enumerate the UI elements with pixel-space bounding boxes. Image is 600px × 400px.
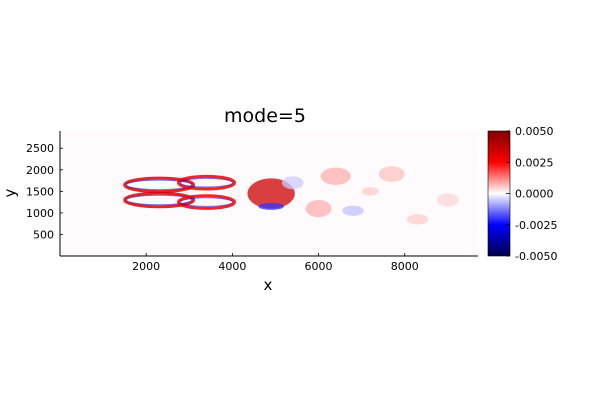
feature-upper-lobe-1 bbox=[123, 176, 196, 194]
feature-wake-4 bbox=[406, 214, 429, 225]
y-tick-label: 2000 bbox=[26, 164, 54, 177]
y-axis-title: y bbox=[1, 188, 19, 197]
feature-wake-2 bbox=[305, 199, 332, 218]
x-tick-label: 4000 bbox=[218, 260, 246, 273]
colorbar-tick-label: -0.0050 bbox=[515, 250, 557, 263]
x-ticks: 2000 4000 6000 8000 bbox=[132, 253, 419, 273]
colorbar-tick-label: 0.0000 bbox=[515, 188, 554, 201]
y-tick-label: 500 bbox=[33, 228, 54, 241]
feature-upper-lobe-2-edge bbox=[180, 177, 234, 188]
feature-upper-lobe-2 bbox=[177, 174, 237, 191]
x-axis-title: x bbox=[264, 276, 273, 294]
feature-wake-3 bbox=[378, 166, 405, 182]
x-tick-label: 2000 bbox=[132, 260, 160, 273]
feature-wake-neg-2 bbox=[281, 176, 304, 190]
colorbar-tick-label: 0.0025 bbox=[515, 156, 554, 169]
feature-lower-lobe-2-edge bbox=[180, 197, 234, 207]
y-ticks: 500 1000 1500 2000 2500 bbox=[26, 142, 63, 241]
colorbar-ticks: 0.0050 0.0025 0.0000 -0.0025 -0.0050 bbox=[506, 125, 557, 263]
feature-wake-neg-1 bbox=[342, 205, 364, 216]
colorbar-tick-label: -0.0025 bbox=[515, 219, 557, 232]
feature-wake-5 bbox=[437, 193, 459, 207]
feature-upper-lobe-1-edge bbox=[126, 179, 193, 191]
x-tick-label: 8000 bbox=[391, 260, 419, 273]
feature-lower-lobe-1-edge bbox=[126, 194, 193, 206]
colorbar-tick-label: 0.0050 bbox=[515, 125, 554, 138]
feature-crossing-region bbox=[247, 178, 295, 209]
feature-lower-lobe-1 bbox=[123, 191, 196, 209]
y-tick-label: 1500 bbox=[26, 185, 54, 198]
x-tick-label: 6000 bbox=[305, 260, 333, 273]
y-tick-label: 2500 bbox=[26, 142, 54, 155]
feature-wake-6 bbox=[361, 187, 379, 196]
y-tick-label: 1000 bbox=[26, 207, 54, 220]
heatmap-features bbox=[123, 166, 459, 225]
chart-title: mode=5 bbox=[224, 105, 306, 127]
feature-crossing-neg bbox=[258, 202, 285, 210]
feature-lower-lobe-2 bbox=[177, 194, 237, 210]
feature-wake-1 bbox=[320, 167, 351, 185]
